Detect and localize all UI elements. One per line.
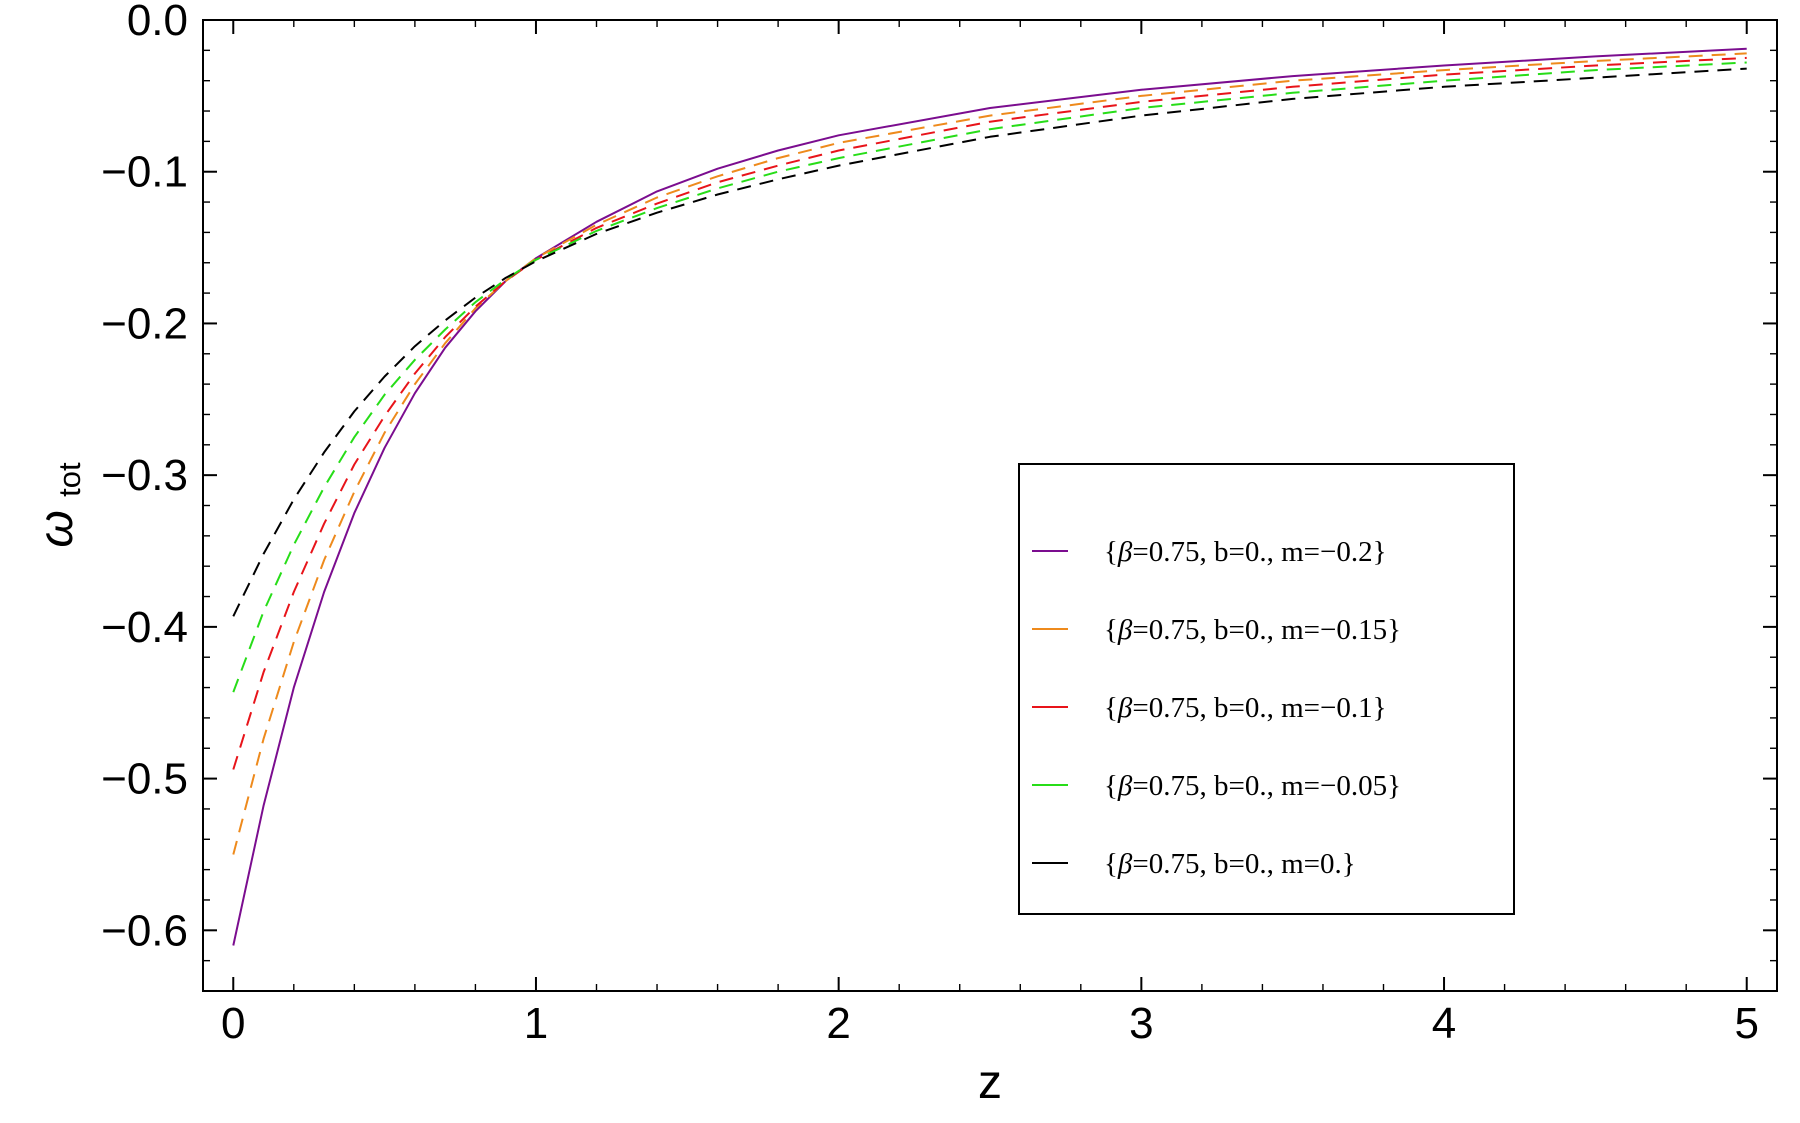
series-line-3 [232,61,1747,693]
legend-label: {β=0.75, b=0., m=−0.2} [1104,536,1387,568]
svg-text:ω tot: ω tot [30,462,87,548]
legend-label: {β=0.75, b=0., m=−0.05} [1104,770,1401,802]
legend: {β=0.75, b=0., m=−0.2} {β=0.75, b=0., m=−… [1018,463,1515,915]
legend-label: {β=0.75, b=0., m=−0.15} [1104,614,1401,646]
y-tick-label: 0.0 [127,0,188,45]
x-tick-label: 3 [1129,999,1153,1048]
y-tick-label: −0.3 [101,451,188,500]
series-layer [232,47,1747,946]
y-tick-label: −0.1 [101,148,188,197]
x-axis-label: z [978,1056,1002,1109]
legend-label: {β=0.75, b=0., m=−0.1} [1104,692,1387,724]
x-tick-label: 5 [1734,999,1758,1048]
x-tick-label: 0 [221,999,245,1048]
series-line-1 [232,52,1747,855]
y-tick-label: −0.5 [101,755,188,804]
y-axis-label-sub: tot [52,462,87,497]
y-axis-label-main: ω [30,510,83,547]
series-line-4 [232,67,1747,617]
x-tick-label: 4 [1432,999,1456,1048]
legend-label: {β=0.75, b=0., m=0.} [1104,848,1356,880]
tick-layer: 0 1 2 3 4 5 0.0 −0.1 −0.2 −0.3 −0.4 −0.5 −0.6 [101,0,1777,1048]
series-line-0 [232,47,1747,946]
y-tick-label: −0.4 [101,603,188,652]
y-tick-label: −0.6 [101,906,188,955]
y-tick-label: −0.2 [101,299,188,348]
plot-frame [202,19,1778,992]
legend-box [1018,463,1515,915]
x-tick-label: 1 [524,999,548,1048]
y-axis-label: ω tot [30,462,87,548]
x-tick-label: 2 [826,999,850,1048]
